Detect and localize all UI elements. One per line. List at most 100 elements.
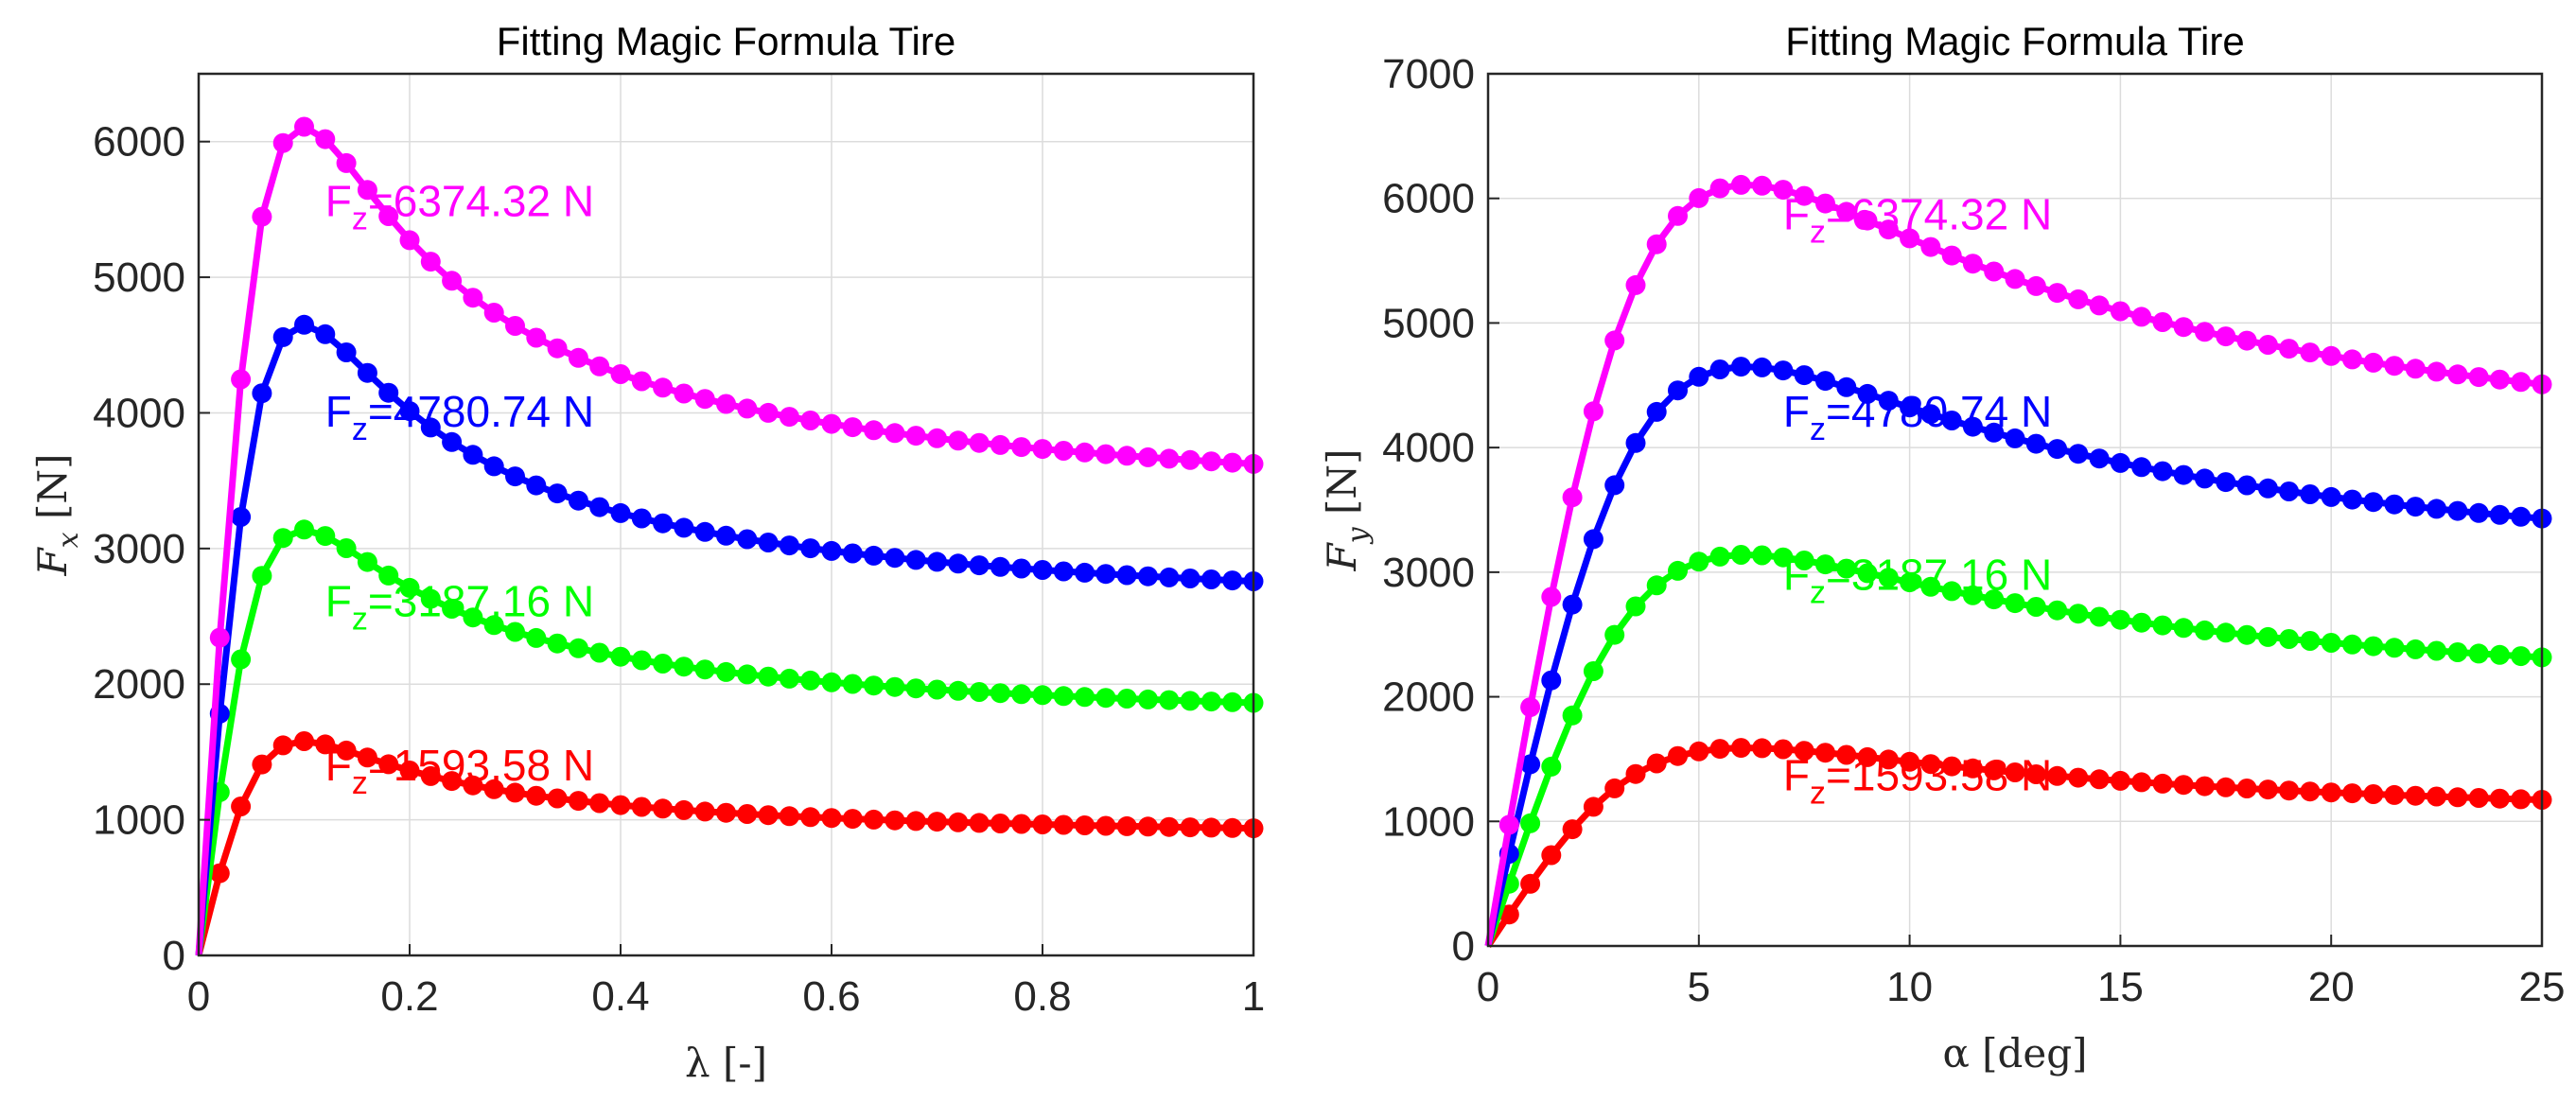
chart1-series-label-1: Fz=1593.58 N [325,741,594,801]
chart2-series-4-point [1625,274,1646,295]
chart1-series-2-point [990,683,1010,704]
chart1-series-3-point [378,382,399,403]
chart2-series-3-point [1668,380,1688,401]
chart2-series-3-point [1709,359,1730,379]
chart2-series-2-point [1878,568,1899,588]
chart2-series-4-point [1857,210,1878,231]
chart1-series-4-point [1222,452,1243,473]
chart1-series-4-point [1200,451,1221,472]
chart1-series-2-point [463,607,483,628]
chart2-series-4-point [2300,342,2321,363]
chart1-series-1-point [1159,816,1180,837]
chart2-series-4-point [1583,401,1603,422]
chart2-series-1-point [2110,770,2130,791]
chart1-series-1-point [674,799,694,820]
chart2-series-4-point [2216,326,2236,347]
chart2-series-4-point [1541,587,1562,607]
chart1-series-2-point [252,566,272,587]
chart2-series-3-point [2447,500,2468,521]
chart1-axes-box [197,72,1255,957]
chart1-series-3-point [399,401,420,422]
chart1-y-tick-label: 0 [163,933,185,979]
chart2-series-3-point [1562,594,1583,615]
chart1-series-2-point [779,668,799,689]
chart1-series-1-point [294,731,314,751]
chart1-series-3-point [631,508,652,529]
chart1-series-4-point [1138,446,1158,467]
chart1-series-4-point [969,432,990,453]
chart2-series-3-point [2257,478,2278,499]
chart1-series-1-point [315,734,336,755]
chart2-series-1-point [1941,756,1962,777]
chart1-series-3-point [694,521,715,542]
chart1-series-1-point [1032,814,1053,834]
chart1-series-1-point [505,782,525,803]
chart1-series-3-point [1053,561,1074,582]
chart1-series-3-point [716,525,736,546]
chart2-series-3-point [1941,411,1962,430]
chart2-series-3-point [2511,506,2532,527]
chart2-x-tick-label: 10 [1886,964,1933,1010]
chart1-y-tick-label: 3000 [93,526,185,572]
chart2-y-tick-label: 7000 [1382,51,1475,97]
chart2-series-1-point [1773,739,1794,760]
chart2-series-1-point [2468,788,2489,808]
chart2-series-4-point [1878,219,1899,240]
chart1-series-2-point [1180,691,1200,711]
chart2-series-label-2: Fz=3187.16 N [1783,550,2052,610]
chart1-series-1-point [821,808,842,829]
chart2-series-4-point [2468,367,2489,388]
chart2-series-3-point [2427,499,2447,519]
chart1-x-tick-label: 0.6 [802,973,860,1020]
chart2-series-3-point [2300,484,2321,504]
chart1-series-2-point [674,657,694,677]
chart2-series-1-point [2447,787,2468,808]
chart2-series-2-point [1625,596,1646,617]
chart2-series-1-point [2047,765,2068,786]
chart2-series-3-point [2131,457,2152,478]
chart1-series-2-point [885,676,905,697]
chart2-series-3-point [2468,502,2489,523]
chart2-series-1-point [1984,760,2005,780]
chart1-series-1-point [948,812,969,832]
chart1-series-2-point [758,666,779,687]
chart1-series-4-point [694,389,715,410]
chart1-series-4-point [336,152,357,173]
chart1-series-1-point [231,797,252,816]
chart1-series-1-point [1222,817,1243,838]
chart2-series-2-point [1520,813,1541,833]
chart2-x-tick-label: 15 [2097,964,2144,1010]
chart1-series-3-point [758,533,779,552]
chart1-series-label-2: Fz=3187.16 N [325,577,594,638]
chart2-series-4-point [2384,356,2405,376]
chart2-series-3-point [2089,448,2110,469]
chart2-series-4-point [1498,814,1519,835]
chart1-series-1-point [885,810,905,831]
chart1-series-4-point [737,398,758,419]
chart2-series-4-point [1562,487,1583,508]
chart2-series-4-point [2068,289,2089,309]
chart1-y-tick-label: 4000 [93,390,185,436]
chart2-series-1-point [1604,778,1625,798]
chart2-series-1-point [1520,873,1541,894]
chart2-series-3-point [1984,422,2005,443]
chart1-series-2-point [653,654,674,674]
chart1-series-1-point [905,811,926,832]
chart2-series-2-point [1794,551,1814,570]
chart1-series-3-point [1075,562,1095,583]
chart2-series-4-point [1668,205,1688,226]
chart1-x-tick-label: 0.8 [1013,973,1071,1020]
chart1-series-2-point [505,622,525,642]
chart1-series-2-point [357,552,377,572]
chart2-series-1-point [1498,904,1519,925]
chart1-series-1-point [990,814,1010,833]
chart1-series-2-point [1116,689,1137,709]
chart1-y-axis-label: Fx [N] [29,454,85,577]
chart2-series-1-point [2384,784,2405,805]
chart2-series-4-point [1730,174,1751,195]
chart1-series-2-point [927,679,947,700]
chart1-series-2-point [336,538,357,558]
chart1-series-1-point [463,775,483,796]
chart2-x-tick-label: 0 [1477,964,1499,1010]
